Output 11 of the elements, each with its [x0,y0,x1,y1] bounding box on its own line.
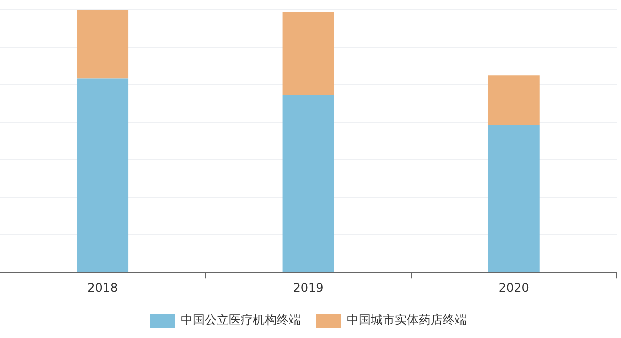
bar [77,78,129,272]
bar [282,95,334,272]
x-tick-label: 2020 [498,280,530,295]
bar [77,10,129,79]
x-tick-label: 2018 [88,280,118,295]
x-tick-label: 2019 [293,280,324,295]
bar [488,76,540,126]
bar [282,12,334,96]
bar [488,126,540,272]
legend-label: 中国公立医疗机构终端 [181,313,301,328]
legend-label: 中国城市实体药店终端 [347,313,467,328]
